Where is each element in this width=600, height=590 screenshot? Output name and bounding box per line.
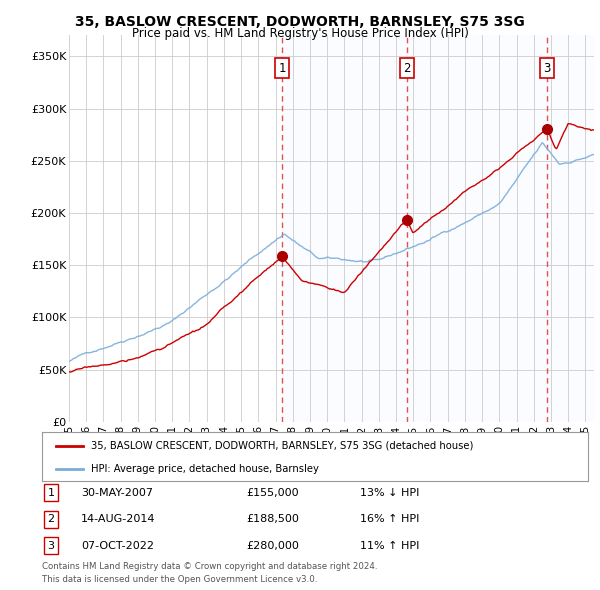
Text: 3: 3 [544, 62, 551, 75]
Text: £280,000: £280,000 [246, 541, 299, 550]
Text: 30-MAY-2007: 30-MAY-2007 [81, 488, 153, 497]
Text: 07-OCT-2022: 07-OCT-2022 [81, 541, 154, 550]
Text: 1: 1 [278, 62, 286, 75]
Text: Price paid vs. HM Land Registry's House Price Index (HPI): Price paid vs. HM Land Registry's House … [131, 27, 469, 40]
Text: 3: 3 [47, 541, 55, 550]
Text: 2: 2 [47, 514, 55, 524]
Text: 2: 2 [403, 62, 410, 75]
Text: £188,500: £188,500 [246, 514, 299, 524]
Text: 13% ↓ HPI: 13% ↓ HPI [360, 488, 419, 497]
Text: 35, BASLOW CRESCENT, DODWORTH, BARNSLEY, S75 3SG: 35, BASLOW CRESCENT, DODWORTH, BARNSLEY,… [75, 15, 525, 30]
Text: 1: 1 [47, 488, 55, 497]
Text: 35, BASLOW CRESCENT, DODWORTH, BARNSLEY, S75 3SG (detached house): 35, BASLOW CRESCENT, DODWORTH, BARNSLEY,… [91, 441, 473, 451]
Text: HPI: Average price, detached house, Barnsley: HPI: Average price, detached house, Barn… [91, 464, 319, 474]
Text: Contains HM Land Registry data © Crown copyright and database right 2024.: Contains HM Land Registry data © Crown c… [42, 562, 377, 571]
Text: 11% ↑ HPI: 11% ↑ HPI [360, 541, 419, 550]
Text: £155,000: £155,000 [246, 488, 299, 497]
Bar [282, 35, 594, 422]
Text: 16% ↑ HPI: 16% ↑ HPI [360, 514, 419, 524]
Text: This data is licensed under the Open Government Licence v3.0.: This data is licensed under the Open Gov… [42, 575, 317, 584]
Text: 14-AUG-2014: 14-AUG-2014 [81, 514, 155, 524]
